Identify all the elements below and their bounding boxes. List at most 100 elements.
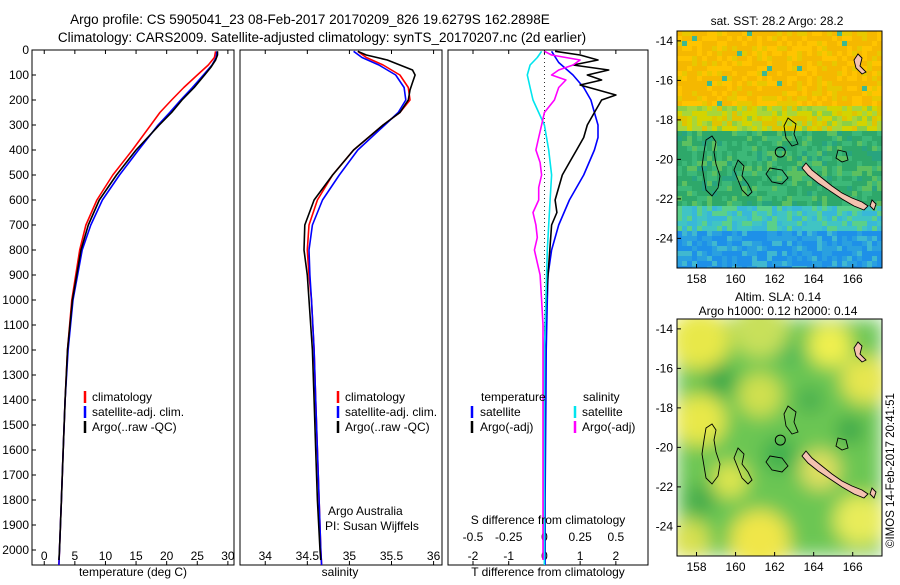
sst-cell — [792, 151, 797, 156]
sst-cell — [742, 166, 747, 171]
sst-cell — [782, 66, 787, 71]
sst-cell — [877, 261, 882, 266]
sst-cell — [737, 246, 742, 251]
sst-cell — [762, 211, 767, 216]
sst-cell — [807, 211, 812, 216]
sst-cell — [847, 81, 852, 86]
sst-cell — [852, 181, 857, 186]
sst-cell — [792, 126, 797, 131]
loyalty-island-outline — [835, 149, 849, 163]
sst-cell — [692, 46, 697, 51]
sst-cell — [847, 116, 852, 121]
sst-cell — [692, 106, 697, 111]
sst-cell — [687, 216, 692, 221]
map-x-tick-label: 158 — [687, 560, 707, 574]
sst-cell — [832, 241, 837, 246]
sst-cell — [797, 46, 802, 51]
sst-cell — [877, 36, 882, 41]
sst-cell — [757, 196, 762, 201]
sst-cell — [847, 126, 852, 131]
sst-cell — [807, 151, 812, 156]
sst-cell — [822, 36, 827, 41]
sst-cell — [877, 81, 882, 86]
sst-cell — [797, 201, 802, 206]
sst-cell — [732, 211, 737, 216]
sst-cell — [852, 176, 857, 181]
sst-cell — [762, 106, 767, 111]
sst-cell — [682, 126, 687, 131]
sst-cell — [757, 211, 762, 216]
sst-cell — [762, 126, 767, 131]
sst-cell — [867, 201, 872, 206]
sst-cell — [802, 246, 807, 251]
sst-cell — [857, 121, 862, 126]
sst-cell — [832, 211, 837, 216]
sst-cell — [842, 81, 847, 86]
sst-cell — [757, 166, 762, 171]
sst-cell — [812, 161, 817, 166]
sst-cell — [832, 181, 837, 186]
sst-cell — [797, 141, 802, 146]
depth-tick-label: 100 — [9, 68, 29, 82]
sst-cell — [762, 111, 767, 116]
sst-cell — [692, 146, 697, 151]
sst-cell — [727, 191, 732, 196]
sst-cell — [797, 246, 802, 251]
sst-cell — [797, 51, 802, 56]
sst-cell — [797, 106, 802, 111]
sst-cell — [822, 216, 827, 221]
sst-cell — [752, 236, 757, 241]
sst-cell — [772, 121, 777, 126]
sst-cell — [727, 216, 732, 221]
sst-cell — [842, 261, 847, 266]
map-y-tick-label: -14 — [656, 322, 674, 336]
sst-cell — [807, 186, 812, 191]
sst-cell — [772, 36, 777, 41]
sst-cell — [792, 191, 797, 196]
sst-cell — [862, 246, 867, 251]
sst-cell — [722, 146, 727, 151]
sst-cell — [792, 106, 797, 111]
sst-cell — [787, 146, 792, 151]
sst-cell — [682, 261, 687, 266]
sst-cell — [677, 186, 682, 191]
map-y-tick-label: -16 — [656, 361, 674, 375]
sst-cell — [877, 111, 882, 116]
sst-cell — [792, 81, 797, 86]
sst-cell — [692, 101, 697, 106]
sst-cell — [812, 76, 817, 81]
sst-cell — [772, 206, 777, 211]
sst-cell — [862, 191, 867, 196]
sst-cell — [837, 136, 842, 141]
sst-cell — [742, 121, 747, 126]
map-x-tick-label: 160 — [726, 272, 746, 286]
sst-cell — [782, 86, 787, 91]
sst-cell — [867, 41, 872, 46]
argo-position-marker — [774, 146, 786, 158]
difference-plot-frame — [447, 49, 649, 566]
sst-cell — [677, 121, 682, 126]
sst-cell — [687, 56, 692, 61]
sst-cell — [852, 261, 857, 266]
sst-cell — [872, 36, 877, 41]
vanuatu-reef-outline — [701, 135, 721, 197]
sst-cell — [792, 31, 797, 36]
sst-cell — [872, 191, 877, 196]
sst-cell — [677, 116, 682, 121]
sst-cell — [797, 266, 802, 268]
sst-cell — [807, 136, 812, 141]
sst-cell — [737, 141, 742, 146]
sst-cell — [692, 196, 697, 201]
sst-cell — [797, 166, 802, 171]
sst-cell — [772, 241, 777, 246]
sst-cell — [732, 156, 737, 161]
sst-cell — [862, 76, 867, 81]
sst-cell — [707, 156, 712, 161]
sst-cell — [852, 86, 857, 91]
sst-cell — [817, 91, 822, 96]
sst-cell — [862, 41, 867, 46]
sst-cell — [862, 96, 867, 101]
sst-cell — [812, 146, 817, 151]
sst-cell — [842, 226, 847, 231]
